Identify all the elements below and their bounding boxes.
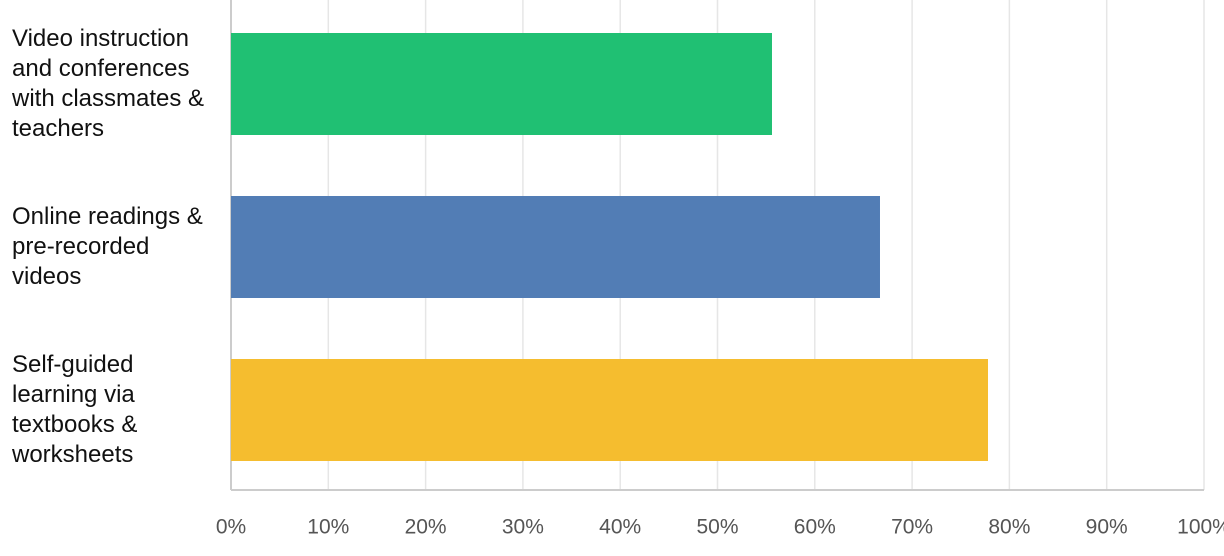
bar: [231, 33, 772, 135]
x-tick-label: 20%: [405, 516, 447, 539]
x-tick-label: 60%: [794, 516, 836, 539]
category-label: Self-guided learning via textbooks & wor…: [12, 351, 138, 468]
x-tick-label: 0%: [216, 516, 246, 539]
x-tick-label: 50%: [696, 516, 738, 539]
x-tick-label: 30%: [502, 516, 544, 539]
category-label: Video instruction and conferences with c…: [12, 25, 205, 142]
bar: [231, 359, 988, 461]
bar: [231, 196, 880, 298]
x-tick-label: 100%: [1177, 516, 1224, 539]
x-tick-label: 90%: [1086, 516, 1128, 539]
x-tick-label: 80%: [988, 516, 1030, 539]
x-tick-label: 40%: [599, 516, 641, 539]
category-label: Online readings & pre-recorded videos: [12, 203, 203, 290]
x-tick-label: 10%: [307, 516, 349, 539]
x-tick-label: 70%: [891, 516, 933, 539]
